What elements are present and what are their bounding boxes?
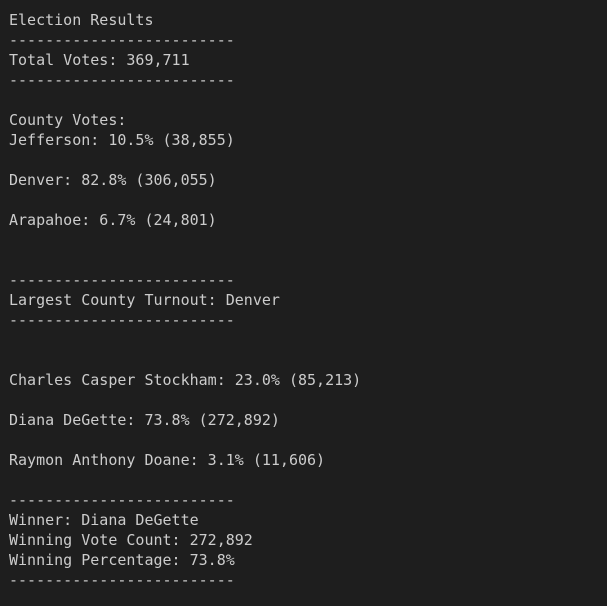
blank-line: [9, 190, 607, 210]
blank-line: [9, 430, 607, 450]
county-line-jefferson: Jefferson: 10.5% (38,855): [9, 131, 235, 149]
winning-percentage: Winning Percentage: 73.8%: [9, 551, 235, 569]
blank-line: [9, 150, 607, 170]
candidate-line-degette: Diana DeGette: 73.8% (272,892): [9, 411, 280, 429]
county-line-arapahoe: Arapahoe: 6.7% (24,801): [9, 211, 217, 229]
blank-line: [9, 90, 607, 110]
candidate-line-stockham: Charles Casper Stockham: 23.0% (85,213): [9, 371, 362, 389]
separator-line: -------------------------: [9, 31, 235, 49]
blank-line: [9, 330, 607, 350]
blank-line: [9, 350, 607, 370]
largest-county-turnout: Largest County Turnout: Denver: [9, 291, 280, 309]
separator-line: -------------------------: [9, 571, 235, 589]
results-title: Election Results: [9, 11, 154, 29]
separator-line: -------------------------: [9, 271, 235, 289]
winner-line: Winner: Diana DeGette: [9, 511, 199, 529]
county-votes-header: County Votes:: [9, 111, 127, 129]
candidate-line-doane: Raymon Anthony Doane: 3.1% (11,606): [9, 451, 326, 469]
separator-line: -------------------------: [9, 491, 235, 509]
separator-line: -------------------------: [9, 71, 235, 89]
separator-line: -------------------------: [9, 311, 235, 329]
total-votes: Total Votes: 369,711: [9, 51, 190, 69]
blank-line: [9, 230, 607, 250]
winning-vote-count: Winning Vote Count: 272,892: [9, 531, 253, 549]
blank-line: [9, 250, 607, 270]
blank-line: [9, 390, 607, 410]
county-line-denver: Denver: 82.8% (306,055): [9, 171, 217, 189]
blank-line: [9, 470, 607, 490]
